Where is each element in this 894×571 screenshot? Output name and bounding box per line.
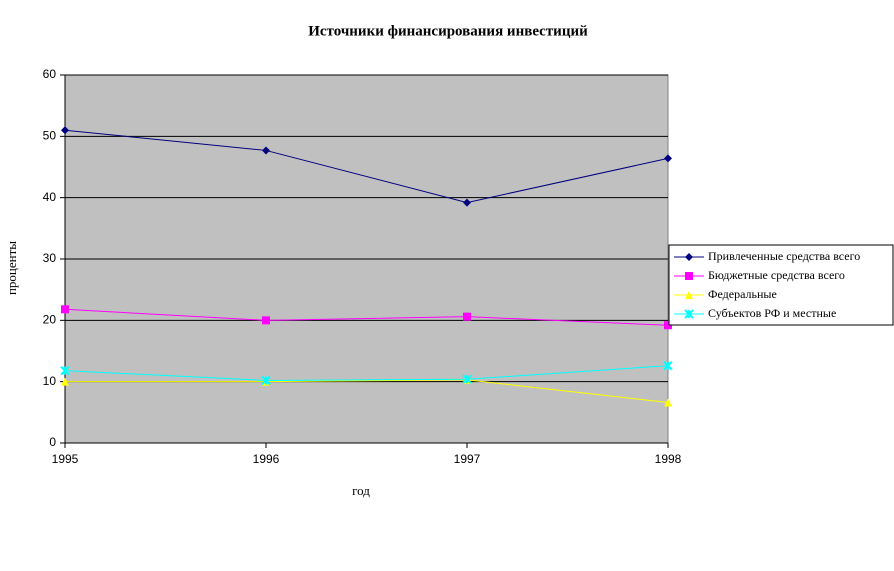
y-tick-label: 50 (43, 129, 57, 143)
marker (262, 316, 270, 325)
y-tick-label: 60 (43, 67, 57, 81)
marker (663, 361, 673, 371)
series-line (64, 129, 669, 204)
y-tick-label: 0 (49, 435, 56, 449)
y-tick-label: 10 (43, 374, 57, 388)
marker (60, 365, 70, 376)
marker (664, 154, 672, 163)
chart-title: Источники финансирования инвестиций (308, 23, 588, 39)
legend-box (668, 244, 894, 326)
legend-label: Субъектов РФ и местные (708, 306, 836, 320)
legend-label: Федеральные (708, 287, 777, 301)
y-axis-label: проценты (4, 241, 19, 295)
series-line (64, 365, 669, 381)
marker (61, 305, 69, 314)
marker (685, 272, 693, 280)
marker (463, 198, 471, 207)
x-tick-label: 1996 (253, 452, 280, 466)
legend-label: Привлеченные средства всего (708, 249, 860, 263)
series-line (64, 308, 669, 326)
y-tick-label: 40 (43, 190, 57, 204)
marker (685, 253, 693, 261)
y-tick-label: 20 (43, 313, 57, 327)
x-tick-label: 1995 (52, 452, 79, 466)
x-tick-label: 1998 (655, 452, 682, 466)
marker (61, 126, 69, 135)
marker (664, 398, 672, 407)
legend-label: Бюджетные средства всего (708, 268, 845, 282)
y-tick-label: 30 (43, 251, 57, 265)
marker (463, 312, 471, 321)
marker (261, 375, 271, 386)
marker (61, 377, 69, 386)
x-axis-label: год (352, 483, 370, 498)
marker (685, 291, 693, 299)
marker (262, 146, 270, 155)
series-line (65, 379, 669, 404)
marker (462, 374, 472, 384)
marker (664, 321, 672, 330)
x-tick-label: 1997 (454, 452, 481, 466)
marker (684, 309, 694, 319)
